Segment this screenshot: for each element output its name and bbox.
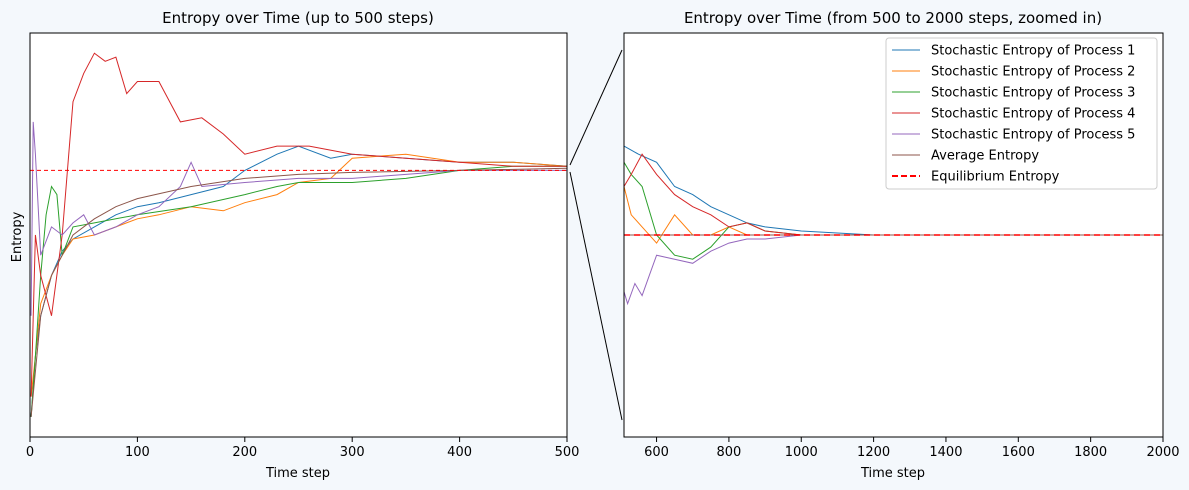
left-xticks: 0 100 200 300 400 500 (26, 437, 580, 460)
x-tick-label: 500 (555, 445, 580, 460)
x-tick-label: 1200 (857, 445, 890, 460)
left-y-axis-label: Entropy (10, 211, 25, 262)
legend-label: Equilibrium Entropy (931, 170, 1060, 185)
x-tick-label: 300 (340, 445, 365, 460)
legend-label: Stochastic Entropy of Process 1 (931, 44, 1135, 59)
x-tick-label: 0 (26, 445, 34, 460)
zoom-connector-bottom (569, 171, 623, 421)
x-tick-label: 200 (232, 445, 257, 460)
legend-label: Average Entropy (931, 149, 1039, 164)
x-tick-label: 1400 (929, 445, 962, 460)
legend-label: Stochastic Entropy of Process 2 (931, 65, 1135, 80)
legend-box (885, 37, 1158, 190)
series-line-process-5 (30, 121, 567, 316)
zoom-connector-top (569, 49, 623, 166)
x-tick-label: 1800 (1074, 445, 1107, 460)
x-tick-label: 2000 (1146, 445, 1179, 460)
x-tick-label: 800 (716, 445, 741, 460)
legend-label: Stochastic Entropy of Process 3 (931, 86, 1135, 101)
x-tick-label: 1000 (785, 445, 818, 460)
x-tick-label: 600 (644, 445, 669, 460)
left-chart-title: Entropy over Time (up to 500 steps) (162, 9, 434, 27)
left-plot-area (30, 33, 567, 437)
series-line-process-6 (30, 167, 568, 417)
left-x-axis-label: Time step (265, 466, 330, 481)
legend-label: Stochastic Entropy of Process 5 (931, 128, 1135, 143)
right-plot-frame (623, 32, 1164, 438)
legend-entries: Stochastic Entropy of Process 1 Stochasti… (892, 44, 1135, 185)
left-series-group (30, 52, 568, 417)
x-tick-label: 400 (447, 445, 472, 460)
right-x-axis-label: Time step (860, 466, 925, 481)
x-tick-label: 1600 (1002, 445, 1035, 460)
legend-label: Stochastic Entropy of Process 4 (931, 107, 1135, 122)
right-series-group (623, 145, 1163, 306)
series-line-process-3 (30, 165, 567, 417)
left-chart: Entropy over Time (up to 500 steps) 0 100… (10, 9, 579, 481)
right-xticks: 600 800 1000 1200 1400 1600 1800 2000 (644, 437, 1180, 460)
legend: Stochastic Entropy of Process 1 Stochasti… (885, 37, 1158, 190)
left-plot-frame (29, 32, 568, 438)
right-chart-title: Entropy over Time (from 500 to 2000 step… (684, 9, 1102, 27)
x-tick-label: 100 (125, 445, 150, 460)
series-line-process-4 (30, 52, 567, 397)
